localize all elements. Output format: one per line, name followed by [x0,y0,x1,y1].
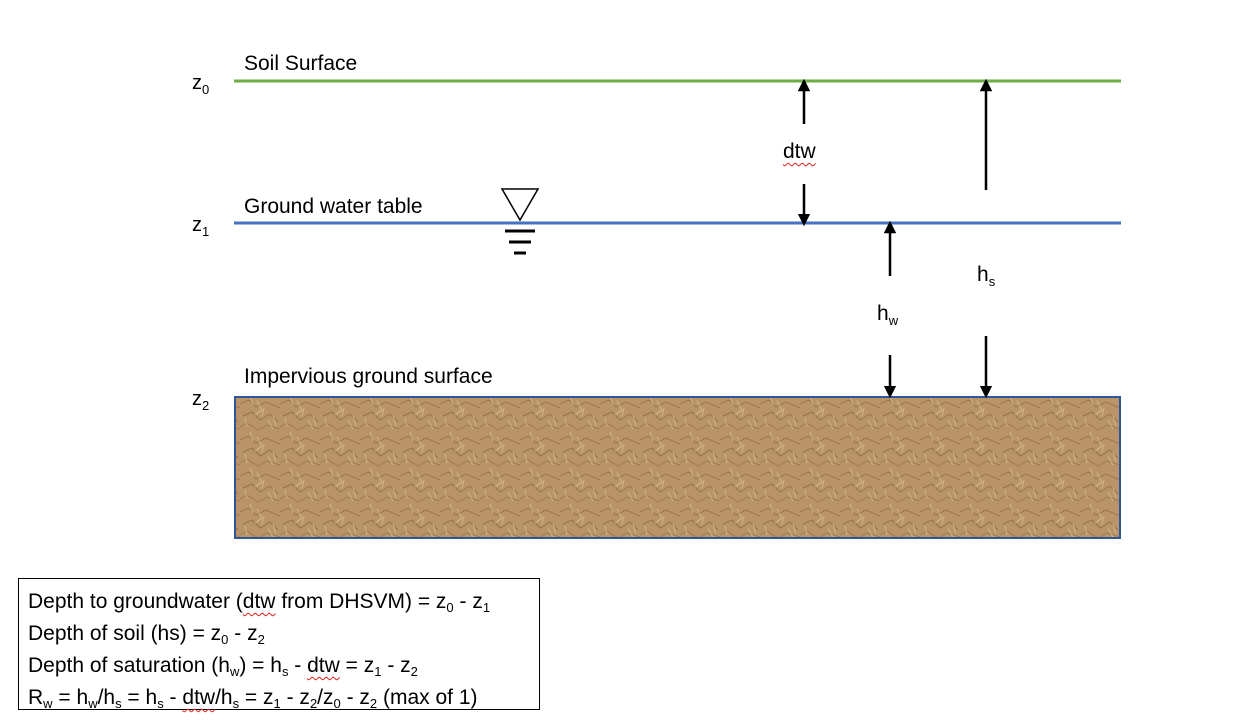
impervious-surface-label: Impervious ground surface [244,365,493,388]
legend-line-hw: Depth of saturation (hw) = hs - dtw = z1… [28,654,418,679]
impervious-soil-block [234,396,1121,539]
z2-label: z2 [192,388,210,413]
legend-line-hs: Depth of soil (hs) = z0 - z2 [28,622,265,647]
water-table-symbol-icon [500,188,540,255]
hw-label: hw [877,302,899,328]
equations-legend: Depth to groundwater (dtw from DHSVM) = … [18,578,540,711]
z0-label: z0 [192,72,210,97]
hs-label: hs [977,263,996,289]
z1-label: z1 [192,214,210,239]
soil-surface-label: Soil Surface [244,52,358,75]
water-table-label: Ground water table [244,195,423,218]
legend-line-rw: Rw = hw/hs = hs - dtw/hs = z1 - z2/z0 - … [28,686,478,711]
dtw-label: dtw [783,140,816,163]
legend-line-dtw: Depth to groundwater (dtw from DHSVM) = … [28,590,491,615]
